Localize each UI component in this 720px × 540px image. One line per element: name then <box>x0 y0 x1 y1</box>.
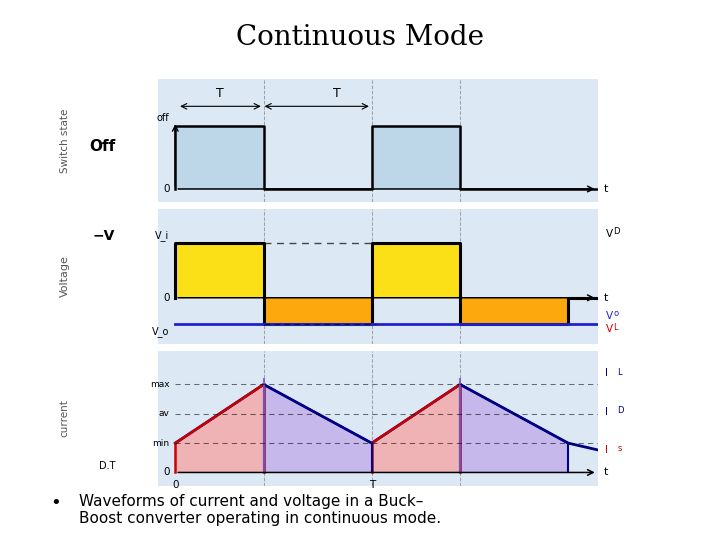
Text: o: o <box>613 309 618 318</box>
Text: V: V <box>606 310 613 321</box>
Text: L: L <box>617 368 622 376</box>
Text: av: av <box>158 409 169 418</box>
Text: L: L <box>613 322 618 332</box>
Text: Continuous Mode: Continuous Mode <box>236 24 484 51</box>
Text: T: T <box>333 87 341 100</box>
Text: I: I <box>606 445 608 455</box>
Text: t: t <box>603 293 608 303</box>
Text: current: current <box>60 400 70 437</box>
Text: 0: 0 <box>172 481 179 490</box>
Text: Switch state: Switch state <box>60 109 70 173</box>
Text: •: • <box>50 494 61 512</box>
Text: s: s <box>617 444 621 453</box>
Text: Waveforms of current and voltage in a Buck–
Boost converter operating in continu: Waveforms of current and voltage in a Bu… <box>79 494 441 526</box>
Text: 0: 0 <box>163 468 169 477</box>
Text: 0: 0 <box>163 184 169 194</box>
Text: T: T <box>369 481 375 490</box>
Text: D: D <box>613 227 620 237</box>
Text: min: min <box>152 438 169 448</box>
Text: I: I <box>606 407 608 416</box>
Text: Off: Off <box>89 139 115 154</box>
Text: t: t <box>603 468 608 477</box>
Text: V_i: V_i <box>155 230 169 241</box>
Text: D.T: D.T <box>99 461 115 471</box>
Text: −V: −V <box>93 229 115 243</box>
Text: T: T <box>215 87 223 100</box>
Text: 0: 0 <box>163 293 169 303</box>
Text: V_o: V_o <box>152 326 169 337</box>
Text: D: D <box>617 406 624 415</box>
Text: V: V <box>606 324 613 334</box>
Text: t: t <box>603 184 608 194</box>
Text: Voltage: Voltage <box>60 255 70 298</box>
Text: off: off <box>157 113 169 123</box>
Text: V: V <box>606 228 613 239</box>
Text: I: I <box>606 368 608 378</box>
Text: max: max <box>150 380 169 389</box>
